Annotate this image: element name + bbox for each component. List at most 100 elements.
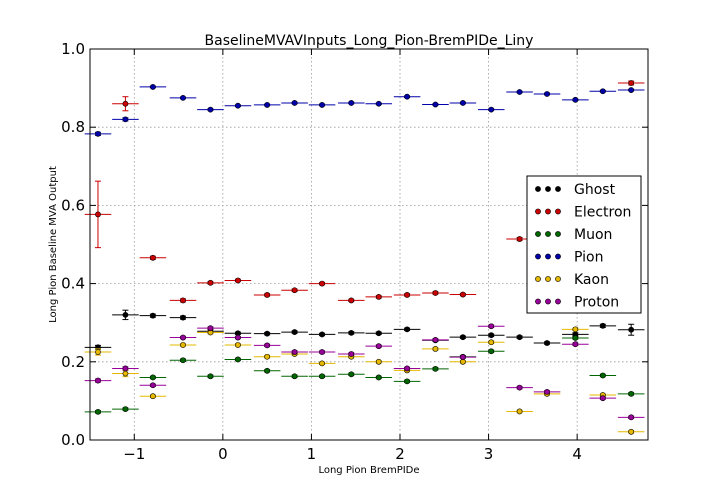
data-point: [628, 87, 635, 93]
data-point: [149, 254, 156, 261]
data-point: [207, 325, 214, 332]
data-point: [319, 360, 325, 367]
data-point: [348, 351, 355, 357]
data-point: [544, 91, 550, 97]
axes-ticks: −1 0 1 2 3 4 0.0 0.2 0.4 0.6 0.8 1.0: [61, 40, 648, 463]
data-point: [516, 89, 523, 95]
data-point: [628, 326, 635, 333]
data-point: [264, 102, 271, 108]
data-point: [432, 345, 439, 352]
data-point: [628, 414, 635, 421]
legend-marker: [535, 253, 541, 260]
legend-marker: [555, 298, 561, 305]
data-point: [572, 96, 579, 103]
data-point: [375, 293, 382, 300]
data-point: [599, 322, 606, 329]
legend-marker: [555, 208, 561, 215]
y-tick-label: 0.6: [61, 196, 85, 214]
series-pion: [84, 84, 645, 137]
data-point: [264, 330, 271, 337]
legend: Ghost Electron Muon Pion Kaon Proton: [526, 175, 642, 314]
data-point: [319, 373, 325, 380]
plot-area: [84, 80, 645, 435]
data-point: [122, 365, 129, 372]
y-axis-label: Long Pion Baseline MVA Output: [48, 166, 59, 323]
data-point: [319, 331, 325, 338]
legend-marker: [555, 253, 561, 260]
data-point: [235, 334, 241, 341]
data-point: [180, 94, 186, 101]
data-point: [375, 100, 382, 107]
data-point: [122, 406, 129, 413]
data-point: [180, 342, 186, 348]
legend-item-muon: Muon: [535, 227, 612, 243]
data-point: [628, 80, 635, 86]
series-proton: [84, 323, 645, 421]
data-point: [404, 326, 410, 333]
data-point: [207, 106, 214, 113]
plot-frame: [89, 48, 649, 441]
legend-item-ghost: Ghost: [535, 182, 616, 198]
legend-box: [526, 175, 642, 314]
data-point: [319, 349, 325, 355]
data-point: [488, 339, 495, 346]
data-point: [291, 329, 298, 335]
data-point: [348, 371, 355, 378]
data-point: [599, 88, 606, 95]
data-point: [628, 428, 635, 435]
legend-label: Proton: [574, 295, 619, 311]
data-point: [264, 353, 271, 360]
x-tick-label: 3: [484, 445, 494, 463]
data-point: [207, 279, 214, 286]
data-point: [95, 349, 101, 355]
data-point: [544, 340, 550, 346]
data-point: [432, 290, 439, 296]
data-point: [599, 372, 606, 379]
x-tick-label: 4: [572, 445, 582, 463]
legend-marker: [545, 276, 551, 282]
data-point: [95, 377, 101, 384]
data-point: [122, 311, 129, 318]
legend-label: Pion: [574, 250, 603, 266]
legend-marker: [545, 298, 551, 305]
data-point: [122, 116, 129, 123]
data-point: [291, 287, 298, 294]
legend-item-proton: Proton: [535, 295, 619, 311]
data-point: [375, 358, 382, 365]
data-point: [544, 389, 550, 395]
x-tick-label: 0: [218, 445, 228, 463]
y-tick-label: 0.8: [61, 118, 85, 136]
data-point: [375, 330, 382, 337]
legend-marker: [535, 208, 541, 215]
data-point: [180, 334, 186, 341]
data-point: [264, 292, 271, 298]
series-ghost: [84, 309, 645, 351]
legend-item-kaon: Kaon: [535, 272, 609, 288]
data-point: [264, 342, 271, 349]
legend-label: Ghost: [574, 182, 616, 198]
y-tick-label: 0.0: [61, 431, 85, 449]
legend-marker: [555, 186, 561, 192]
data-point: [516, 334, 523, 341]
data-point: [516, 236, 523, 242]
legend-marker: [555, 276, 561, 282]
data-point: [95, 211, 101, 218]
y-tick-label: 0.4: [61, 275, 85, 293]
data-point: [180, 314, 186, 321]
data-point: [180, 357, 186, 364]
data-point: [95, 130, 101, 137]
data-point: [572, 326, 579, 333]
data-point: [149, 312, 156, 319]
data-point: [95, 408, 101, 415]
data-point: [432, 365, 439, 372]
data-point: [291, 100, 298, 106]
data-point: [488, 106, 495, 113]
data-point: [459, 291, 466, 298]
data-point: [348, 329, 355, 336]
data-point: [319, 102, 325, 108]
data-point: [488, 332, 495, 339]
legend-item-electron: Electron: [535, 205, 631, 221]
data-point: [572, 335, 579, 341]
data-point: [264, 367, 271, 374]
legend-marker: [535, 298, 541, 305]
